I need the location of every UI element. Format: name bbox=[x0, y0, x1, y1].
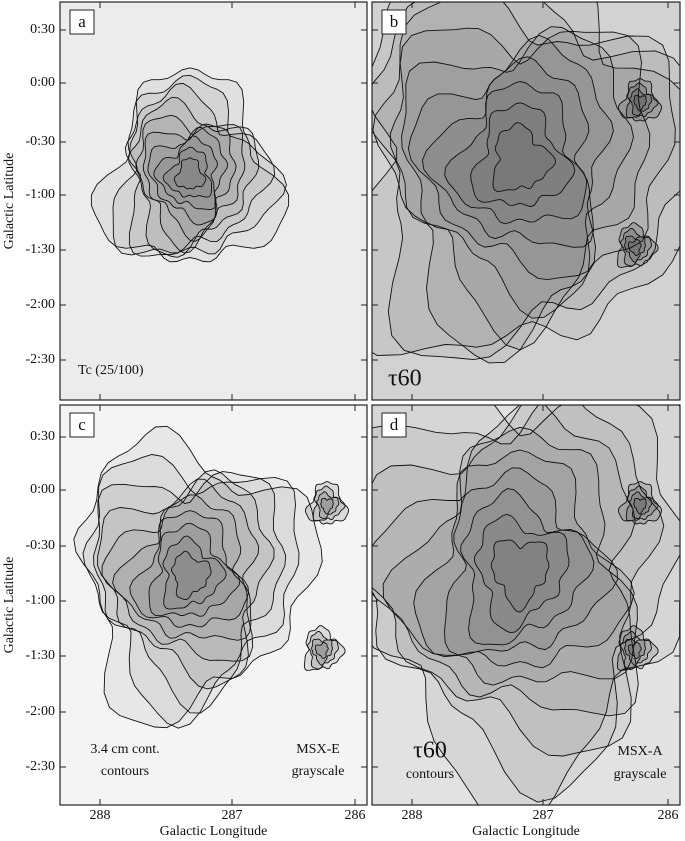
contour bbox=[162, 535, 227, 610]
y-tick-label: -0:30 bbox=[25, 134, 55, 149]
panel-label: d bbox=[390, 415, 399, 434]
contour bbox=[90, 67, 290, 263]
y-tick-label: -1:30 bbox=[25, 242, 55, 257]
contour-map bbox=[372, 2, 680, 364]
panel-label-box bbox=[69, 412, 95, 438]
x-tick-label: 288 bbox=[402, 808, 423, 823]
contour bbox=[320, 497, 334, 515]
contour bbox=[627, 238, 642, 257]
contour bbox=[627, 641, 642, 660]
y-tick-label: -2:30 bbox=[25, 759, 55, 774]
contour bbox=[93, 471, 287, 714]
y-tick-label: 0:00 bbox=[30, 75, 55, 90]
panel-bg bbox=[60, 2, 367, 400]
contour bbox=[148, 522, 241, 617]
contour bbox=[372, 405, 639, 717]
contour bbox=[625, 485, 659, 522]
panel-frame bbox=[59, 1, 368, 401]
contour bbox=[389, 27, 651, 351]
annotation: MSX-E bbox=[296, 742, 340, 757]
contour bbox=[314, 641, 329, 660]
y-tick-label: -2:00 bbox=[25, 297, 55, 312]
contour bbox=[162, 146, 213, 198]
y-axis-label: Galactic Latitude bbox=[2, 557, 17, 654]
contour bbox=[372, 405, 665, 757]
contour bbox=[421, 56, 594, 248]
contour bbox=[82, 454, 300, 729]
contour bbox=[633, 497, 647, 515]
y-tick-label: -0:30 bbox=[25, 538, 55, 553]
annotation: Tc (25/100) bbox=[78, 363, 144, 378]
panel-frame bbox=[371, 1, 681, 401]
contour-map bbox=[90, 67, 290, 263]
y-tick-label: -1:00 bbox=[25, 593, 55, 608]
y-axis-label: Galactic Latitude bbox=[2, 153, 17, 250]
contour bbox=[401, 26, 634, 319]
x-tick-label: 287 bbox=[222, 808, 243, 823]
contour bbox=[633, 94, 647, 112]
annotation: grayscale bbox=[614, 767, 667, 782]
contour bbox=[170, 550, 212, 600]
contour bbox=[124, 82, 276, 257]
contour bbox=[153, 135, 218, 210]
x-axis-label: Galactic Longitude bbox=[472, 824, 580, 839]
panel-label: c bbox=[78, 415, 86, 434]
y-tick-label: 0:30 bbox=[30, 22, 55, 37]
y-tick-label: -2:30 bbox=[25, 352, 55, 367]
contour bbox=[101, 478, 260, 662]
contour bbox=[625, 82, 659, 119]
x-tick-label: 288 bbox=[90, 808, 111, 823]
contour bbox=[382, 426, 638, 686]
annotation: τ60 bbox=[413, 738, 447, 764]
contour bbox=[372, 2, 680, 361]
contour bbox=[372, 2, 680, 356]
y-tick-label: -1:00 bbox=[25, 187, 55, 202]
contour bbox=[129, 510, 249, 628]
contour bbox=[616, 625, 659, 671]
contour bbox=[470, 102, 576, 208]
contour bbox=[73, 425, 323, 729]
contour bbox=[112, 74, 287, 256]
panel-label-box bbox=[69, 9, 95, 35]
contour bbox=[490, 539, 550, 613]
contour bbox=[460, 488, 595, 646]
y-tick-label: -2:00 bbox=[25, 704, 55, 719]
panel-label: a bbox=[78, 12, 86, 31]
contour bbox=[444, 467, 619, 656]
x-tick-label: 286 bbox=[345, 808, 366, 823]
annotation: contours bbox=[101, 764, 149, 779]
y-tick-label: 0:30 bbox=[30, 429, 55, 444]
x-tick-label: 287 bbox=[533, 808, 554, 823]
contour bbox=[303, 625, 346, 671]
contour bbox=[413, 449, 635, 669]
contour bbox=[97, 469, 275, 690]
x-tick-label: 286 bbox=[658, 808, 679, 823]
y-tick-label: 0:00 bbox=[30, 482, 55, 497]
panel-frame bbox=[59, 404, 368, 806]
annotation: MSX-A bbox=[617, 744, 663, 759]
contour-map bbox=[73, 425, 349, 729]
annotation: 3.4 cm cont. bbox=[90, 742, 159, 757]
panel-label: b bbox=[390, 12, 399, 31]
x-axis-label: Galactic Longitude bbox=[160, 824, 268, 839]
contour-map bbox=[372, 405, 680, 805]
contour bbox=[372, 405, 680, 803]
annotation: contours bbox=[406, 767, 454, 782]
panel-frame bbox=[371, 404, 681, 806]
contour bbox=[312, 485, 346, 522]
contour bbox=[147, 126, 229, 226]
contour bbox=[492, 122, 556, 192]
contour bbox=[616, 222, 659, 268]
contour bbox=[372, 2, 676, 364]
y-tick-label: -1:30 bbox=[25, 648, 55, 663]
panel-label-box bbox=[381, 9, 407, 35]
contour bbox=[112, 494, 252, 641]
contour bbox=[128, 96, 260, 258]
annotation: τ60 bbox=[388, 366, 422, 392]
annotation: grayscale bbox=[292, 764, 345, 779]
contour bbox=[444, 81, 588, 225]
contour bbox=[173, 157, 207, 190]
panel-label-box bbox=[381, 412, 407, 438]
